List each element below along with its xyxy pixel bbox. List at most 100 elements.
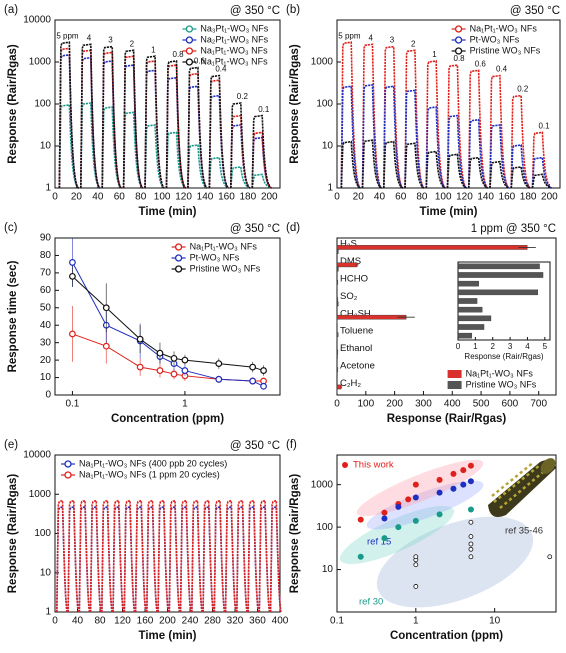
data-point <box>357 553 364 560</box>
response-pulse <box>101 60 123 189</box>
legend-label: Pristine WO₃ NFs <box>190 263 261 273</box>
y-tick-label: 10 <box>322 141 334 152</box>
x-tick-label: 60 <box>395 192 407 203</box>
panel: (c) @ 350 °C0.1 10102030405060708090Concen… <box>4 222 281 425</box>
y-tick-label: 1000 <box>29 57 52 68</box>
panel: (b) @ 350 °C 0 20 40 60 80 100 120 140 160 180 200 1 1… <box>286 4 561 218</box>
data-point <box>69 272 76 280</box>
response-pulse <box>187 66 208 189</box>
y-tick-label: 100 <box>34 99 51 110</box>
x-tick-label: 40 <box>72 616 84 627</box>
response-pulse <box>425 106 446 189</box>
response-pulse <box>101 106 122 189</box>
x-tick-label: 120 <box>175 192 192 203</box>
response-pulse <box>208 94 230 189</box>
legend-marker <box>174 265 183 273</box>
x-tick-label: 0 <box>334 399 340 410</box>
response-pulse <box>531 173 552 189</box>
y-tick-label: 50 <box>40 302 52 313</box>
x-axis-label: Response (Rair/Rgas) <box>387 413 507 425</box>
y-tick-label: 100 <box>316 522 333 533</box>
data-point <box>436 489 443 496</box>
response-pulse <box>157 499 170 613</box>
data-point <box>136 363 144 371</box>
response-pulse <box>467 156 489 189</box>
data-point <box>468 546 474 552</box>
y-tick-label: 1 <box>45 607 51 618</box>
inset-tick-label: 3 <box>508 342 513 351</box>
concentration-annotation: 5 ppm <box>338 31 361 40</box>
cluster-shade <box>339 505 455 565</box>
response-pulse <box>236 499 249 613</box>
response-pulse <box>425 60 446 189</box>
response-pulse <box>489 124 510 189</box>
concentration-annotation: 1 <box>151 45 156 54</box>
response-pulse <box>79 56 101 189</box>
data-point <box>249 377 257 385</box>
x-tick-label: 1 <box>182 399 188 410</box>
response-pulse <box>425 150 446 189</box>
y-tick-label: 80 <box>40 250 52 261</box>
response-pulse <box>165 60 187 189</box>
bar <box>336 266 339 272</box>
legend-marker <box>454 25 463 33</box>
response-pulse <box>489 160 510 189</box>
concentration-annotation: 0.2 <box>237 92 249 101</box>
x-tick-label: 40 <box>92 192 104 203</box>
data-point <box>450 470 457 477</box>
response-pulse <box>213 499 226 613</box>
response-pulse <box>446 114 468 189</box>
y-tick-label: 10 <box>40 567 52 578</box>
data-point <box>249 363 257 371</box>
x-tick-label: 160 <box>499 192 516 203</box>
bar <box>336 262 358 268</box>
legend-label: Na₁Pt₁-WO₃ NFs <box>466 368 534 378</box>
panel: (d) 1 ppm @ 350 °C 0 100 200 300 400 500 600 700 R… <box>286 222 557 425</box>
inset-bar <box>457 280 479 287</box>
concentration-annotation: 4 <box>369 33 374 42</box>
inset-bar <box>457 306 483 313</box>
category-label: Acetone <box>340 361 375 372</box>
data-point <box>467 506 474 513</box>
y-tick-label: 100 <box>316 99 333 110</box>
data-point <box>381 515 388 522</box>
x-tick-label: 140 <box>197 192 214 203</box>
response-pulse <box>531 156 552 189</box>
bar <box>336 301 339 307</box>
inset-tick-label: 4 <box>525 342 530 351</box>
concentration-annotation: 0.4 <box>215 65 227 74</box>
response-pulse <box>229 114 251 189</box>
series-line <box>72 333 264 382</box>
response-pulse <box>229 102 251 189</box>
data-point <box>395 524 402 531</box>
response-pulse <box>79 43 101 189</box>
concentration-annotation: 4 <box>87 33 92 42</box>
legend-label: This work <box>353 460 394 471</box>
inset-tick-label: 1 <box>473 342 478 351</box>
data-point <box>260 382 267 390</box>
response-pulse <box>165 64 187 189</box>
data-point <box>181 367 189 374</box>
bar <box>336 280 339 285</box>
category-label: Ethanol <box>340 343 372 354</box>
x-tick-label: 80 <box>135 192 147 203</box>
concentration-annotation: 5 ppm <box>56 31 79 40</box>
y-tick-label: 0 <box>45 390 51 401</box>
chart-title: @ 350 °C <box>230 5 280 17</box>
chart-title: @ 350 °C <box>230 223 280 235</box>
response-pulse <box>168 499 181 613</box>
concentration-annotation: 0.2 <box>517 85 529 94</box>
nanofiber-illustration <box>488 458 556 518</box>
bar <box>336 297 339 303</box>
category-label: CH₃SH <box>340 308 371 319</box>
category-label: DMS <box>340 256 361 267</box>
x-tick-label: 120 <box>114 616 131 627</box>
y-tick-label: 10000 <box>23 15 51 26</box>
x-tick-label: 40 <box>374 192 386 203</box>
data-point <box>405 496 412 503</box>
data-point <box>450 485 457 492</box>
inset-bar <box>457 324 485 330</box>
data-point <box>468 541 474 547</box>
response-pulse <box>467 118 489 189</box>
cluster-shade <box>366 480 484 530</box>
